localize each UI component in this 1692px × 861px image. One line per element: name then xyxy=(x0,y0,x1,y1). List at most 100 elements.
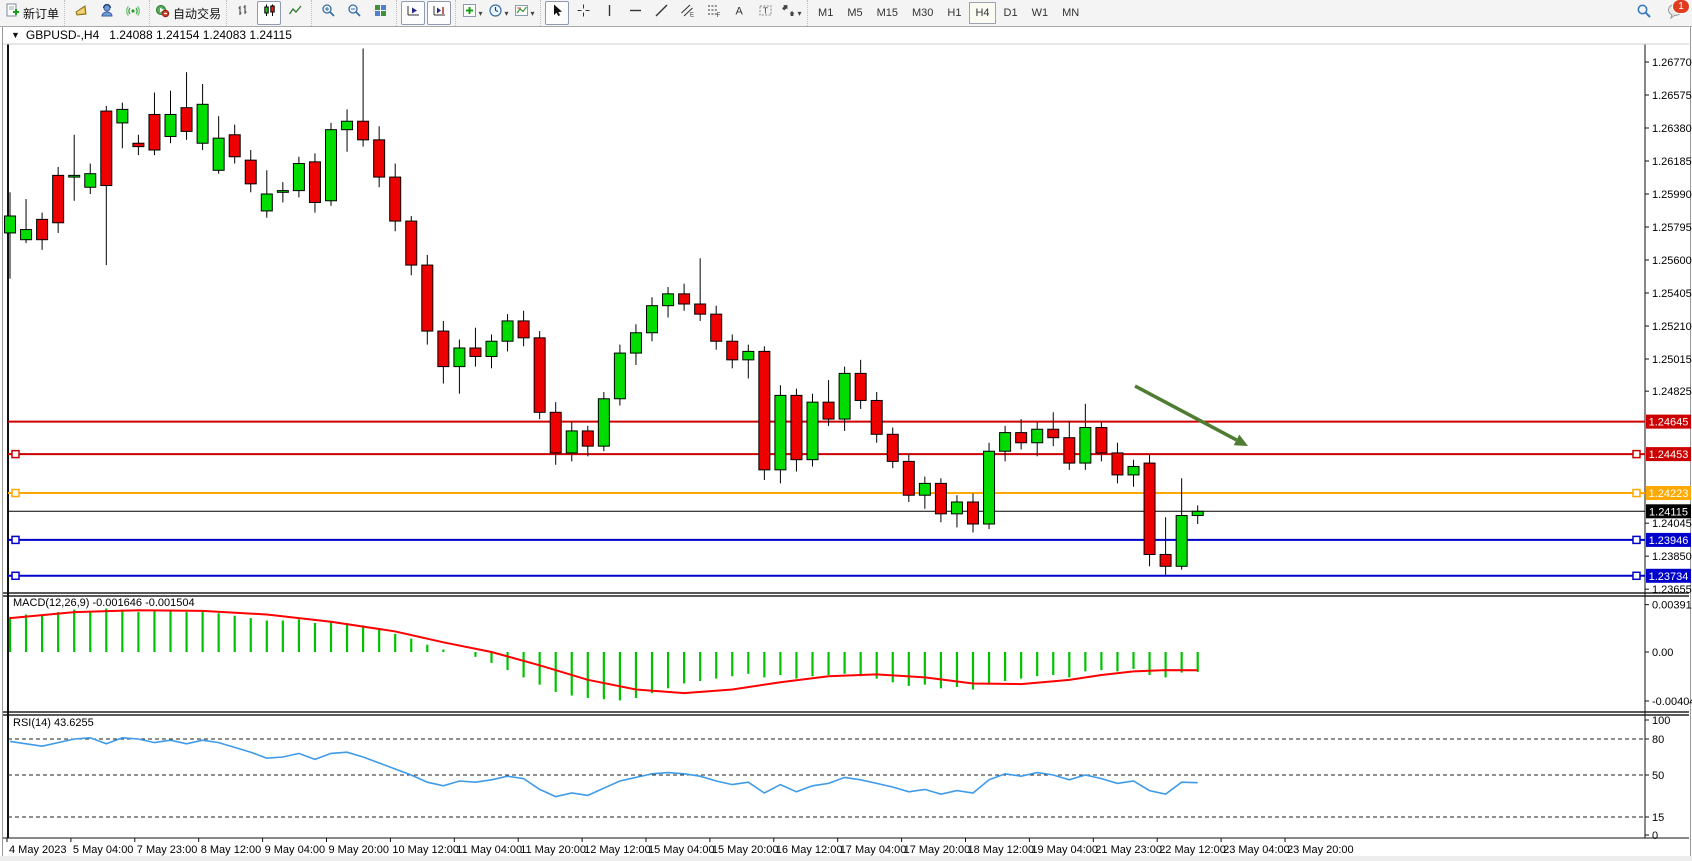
svg-text:1.25405: 1.25405 xyxy=(1652,288,1692,300)
svg-text:A: A xyxy=(735,6,743,18)
zoom-out-icon xyxy=(347,3,362,23)
svg-text:1.24045: 1.24045 xyxy=(1652,518,1692,530)
timeframe-h4-button[interactable]: H4 xyxy=(969,2,996,24)
svg-text:0: 0 xyxy=(1652,830,1658,842)
search-icon xyxy=(1636,3,1652,24)
news-button[interactable] xyxy=(121,1,145,25)
window-bottom-strip xyxy=(0,856,1692,861)
svg-text:8 May 12:00: 8 May 12:00 xyxy=(201,844,262,856)
svg-text:1.26380: 1.26380 xyxy=(1652,123,1692,135)
line-chart-button[interactable] xyxy=(283,1,307,25)
svg-text:10 May 12:00: 10 May 12:00 xyxy=(392,844,459,856)
panel-frames xyxy=(3,43,1689,839)
svg-text:F: F xyxy=(716,13,720,18)
svg-text:1.26770: 1.26770 xyxy=(1652,57,1692,69)
template-icon xyxy=(514,3,529,23)
svg-text:12 May 12:00: 12 May 12:00 xyxy=(584,844,651,856)
scroll-group xyxy=(396,0,455,26)
auto-scroll-button[interactable] xyxy=(401,1,426,25)
new-order-button[interactable]: 新订单 xyxy=(4,1,60,25)
date-scale: 4 May 2023 5 May 04:00 7 May 23:00 8 May 12… xyxy=(6,838,1354,856)
line-handle[interactable] xyxy=(11,488,20,498)
price-badge-1.23946 xyxy=(1646,532,1691,547)
chart-type-group xyxy=(226,0,311,26)
crosshair-button[interactable] xyxy=(571,1,595,25)
autotrade-button[interactable]: 自动交易 xyxy=(154,1,222,25)
bar-chart-button[interactable] xyxy=(231,1,255,25)
notification-count-badge: 1 xyxy=(1672,0,1690,14)
text-label-button[interactable]: T xyxy=(753,1,777,25)
autotrade-label: 自动交易 xyxy=(173,6,222,21)
line-handle[interactable] xyxy=(1632,449,1641,459)
chart-title-bar: ▼ GBPUSD-,H4 1.24088 1.24154 1.24083 1.2… xyxy=(3,27,1689,43)
cursor-button[interactable] xyxy=(545,1,570,25)
chart-shift-button[interactable] xyxy=(427,1,452,25)
svg-text:100: 100 xyxy=(1652,715,1670,727)
templates-button[interactable]: ▾ xyxy=(512,1,536,25)
candlestick-chart-button[interactable] xyxy=(257,1,282,25)
line-handle[interactable] xyxy=(1632,571,1641,581)
timeframe-w1-button[interactable]: W1 xyxy=(1031,7,1049,19)
svg-text:16 May 12:00: 16 May 12:00 xyxy=(776,844,843,856)
chart-symbol-period: GBPUSD-,H4 xyxy=(25,28,100,42)
periods-button[interactable]: ▾ xyxy=(486,1,510,25)
svg-text:50: 50 xyxy=(1652,770,1664,782)
price-badges: 1.24645 1.24453 1.24223 1.24115 1.23946 1.237… xyxy=(1646,414,1691,583)
timeframe-m30-button[interactable]: M30 xyxy=(912,7,934,19)
candles xyxy=(4,48,1204,575)
timeframe-m5-button[interactable]: M5 xyxy=(847,7,863,19)
signal-icon xyxy=(125,3,141,23)
timeframe-h1-button[interactable]: H1 xyxy=(947,7,962,19)
line-handle[interactable] xyxy=(11,449,20,459)
horizontal-line-button[interactable] xyxy=(623,1,647,25)
fibonacci-button[interactable]: F xyxy=(701,1,725,25)
svg-text:1.25990: 1.25990 xyxy=(1652,189,1692,201)
svg-text:1.24115: 1.24115 xyxy=(1649,506,1688,518)
notifications-button[interactable]: 1 xyxy=(1667,0,1690,24)
line-studies-group: E F A T ▾ xyxy=(540,0,807,26)
market-button[interactable] xyxy=(69,1,93,25)
chevron-down-icon: ▾ xyxy=(797,8,802,18)
timeframe-m15-button[interactable]: M15 xyxy=(876,7,898,19)
svg-text:9 May 04:00: 9 May 04:00 xyxy=(265,844,326,856)
svg-text:9 May 20:00: 9 May 20:00 xyxy=(329,844,390,856)
trend-arrow[interactable] xyxy=(1134,384,1248,446)
timeframe-m1-button[interactable]: M1 xyxy=(818,7,834,19)
svg-text:22 May 12:00: 22 May 12:00 xyxy=(1159,844,1226,856)
tile-windows-button[interactable] xyxy=(368,1,392,25)
svg-text:7 May 23:00: 7 May 23:00 xyxy=(137,844,198,856)
objects-group: ▾ ▾ ▾ xyxy=(455,0,540,26)
svg-text:21 May 23:00: 21 May 23:00 xyxy=(1095,844,1162,856)
svg-text:1.25795: 1.25795 xyxy=(1652,222,1692,234)
svg-text:1.26575: 1.26575 xyxy=(1652,90,1692,102)
equidistant-channel-icon: E xyxy=(680,3,695,23)
indicators-button[interactable]: ▾ xyxy=(460,1,484,25)
trade-group: 新订单 xyxy=(0,0,64,26)
text-button[interactable]: A xyxy=(727,1,751,25)
svg-text:1.24453: 1.24453 xyxy=(1649,449,1689,461)
chevron-down-icon: ▾ xyxy=(478,8,483,18)
svg-text:19 May 04:00: 19 May 04:00 xyxy=(1031,844,1098,856)
search-button[interactable] xyxy=(1632,1,1656,25)
zoom-out-button[interactable] xyxy=(342,1,366,25)
timeframe-mn-button[interactable]: MN xyxy=(1062,7,1080,19)
line-handle[interactable] xyxy=(1632,488,1641,498)
vertical-line-button[interactable] xyxy=(597,1,621,25)
timeframe-group: M1 M5 M15 M30 H1 H4 D1 W1 MN xyxy=(807,0,1089,26)
line-handle[interactable] xyxy=(11,535,20,545)
chart-title-collapse-icon[interactable]: ▼ xyxy=(11,30,20,40)
zoom-in-button[interactable] xyxy=(316,1,340,25)
timeframe-d1-button[interactable]: D1 xyxy=(1003,7,1018,19)
horizontal-line-icon xyxy=(628,3,643,23)
new-order-icon xyxy=(5,3,20,23)
svg-text:1.23946: 1.23946 xyxy=(1649,535,1689,547)
line-handle[interactable] xyxy=(1632,535,1641,545)
channel-button[interactable]: E xyxy=(675,1,699,25)
line-handle[interactable] xyxy=(11,571,20,581)
support-button[interactable] xyxy=(95,1,119,25)
trendline-button[interactable] xyxy=(649,1,673,25)
tile-windows-icon xyxy=(373,3,388,23)
arrows-button[interactable]: ▾ xyxy=(779,1,803,25)
svg-text:E: E xyxy=(690,13,694,19)
